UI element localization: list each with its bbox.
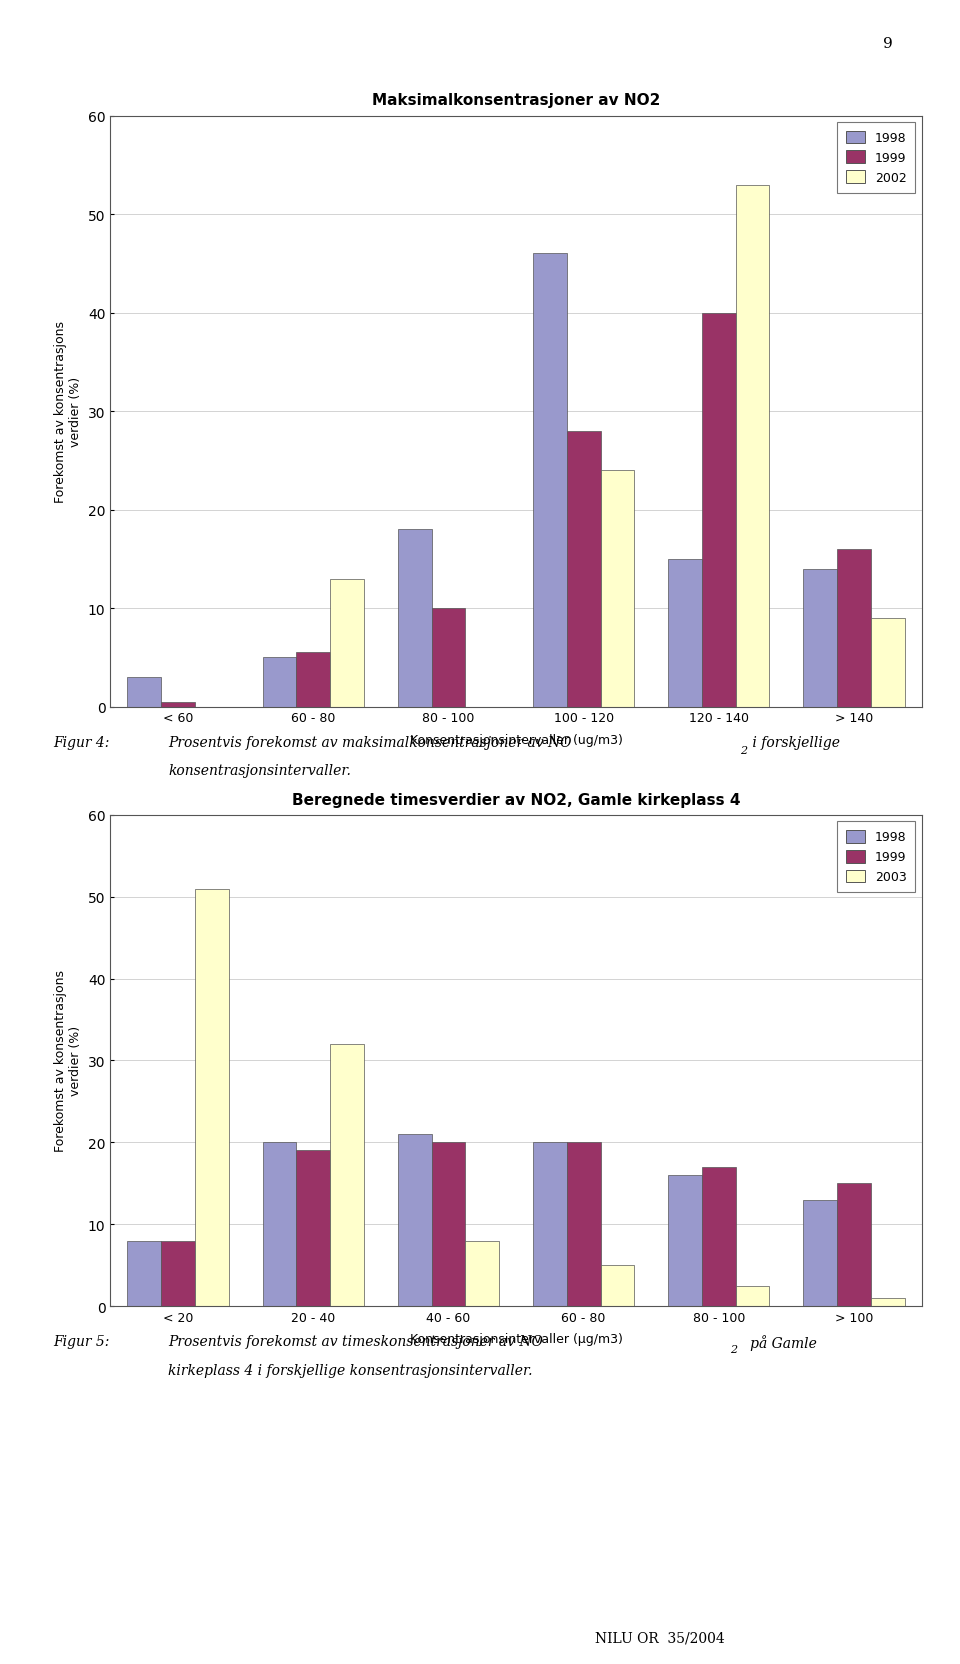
Bar (601, 1265, 635, 1306)
Text: Figur 5:: Figur 5: (53, 1335, 109, 1348)
Bar (330, 1045, 364, 1306)
Bar (804, 569, 837, 707)
Bar (330, 579, 364, 707)
Legend: 1998, 1999, 2003: 1998, 1999, 2003 (837, 822, 915, 892)
X-axis label: Konsentrasjonsintervaller (μg/m3): Konsentrasjonsintervaller (μg/m3) (410, 1333, 622, 1346)
Title: Maksimalkonsentrasjoner av NO2: Maksimalkonsentrasjoner av NO2 (372, 93, 660, 108)
Text: på Gamle: på Gamle (737, 1335, 817, 1351)
Text: kirkeplass 4 i forskjellige konsentrasjonsintervaller.: kirkeplass 4 i forskjellige konsentrasjo… (168, 1363, 533, 1376)
Bar (161, 1241, 195, 1306)
Text: Figur 4:: Figur 4: (53, 735, 109, 749)
Bar (566, 1143, 601, 1306)
Text: i forskjellige: i forskjellige (748, 735, 840, 749)
Bar (161, 702, 195, 707)
Bar (871, 1298, 904, 1306)
Text: 9: 9 (883, 37, 893, 50)
Bar (431, 609, 466, 707)
Bar (702, 1166, 735, 1306)
X-axis label: Konsentrasjonsintervaller (ug/m3): Konsentrasjonsintervaller (ug/m3) (410, 734, 622, 747)
Text: Prosentvis forekomst av timeskonsentrasjoner av NO: Prosentvis forekomst av timeskonsentrasj… (168, 1335, 542, 1348)
Bar (668, 559, 702, 707)
Text: NILU OR  35/2004: NILU OR 35/2004 (595, 1631, 725, 1644)
Y-axis label: Forekomst av konsentrasjons
verdier (%): Forekomst av konsentrasjons verdier (%) (55, 970, 83, 1151)
Bar (262, 1143, 297, 1306)
Bar (804, 1200, 837, 1306)
Bar (735, 1286, 770, 1306)
Bar (533, 1143, 566, 1306)
Bar (262, 657, 297, 707)
Bar (466, 1241, 499, 1306)
Title: Beregnede timesverdier av NO2, Gamle kirkeplass 4: Beregnede timesverdier av NO2, Gamle kir… (292, 792, 740, 807)
Text: konsentrasjonsintervaller.: konsentrasjonsintervaller. (168, 764, 350, 777)
Bar (128, 1241, 161, 1306)
Bar (195, 889, 228, 1306)
Bar (128, 677, 161, 707)
Bar (668, 1175, 702, 1306)
Bar (566, 431, 601, 707)
Bar (871, 619, 904, 707)
Bar (601, 471, 635, 707)
Bar (837, 549, 871, 707)
Bar (735, 185, 770, 707)
Bar (397, 1135, 431, 1306)
Legend: 1998, 1999, 2002: 1998, 1999, 2002 (837, 123, 915, 193)
Bar (297, 652, 330, 707)
Text: Prosentvis forekomst av maksimalkonsentrasjoner av NO: Prosentvis forekomst av maksimalkonsentr… (168, 735, 571, 749)
Y-axis label: Forekomst av konsentrasjons
verdier (%): Forekomst av konsentrasjons verdier (%) (55, 321, 83, 503)
Bar (431, 1143, 466, 1306)
Text: 2: 2 (730, 1345, 736, 1354)
Bar (702, 313, 735, 707)
Bar (397, 529, 431, 707)
Bar (837, 1183, 871, 1306)
Text: 2: 2 (740, 745, 747, 755)
Bar (533, 255, 566, 707)
Bar (297, 1151, 330, 1306)
